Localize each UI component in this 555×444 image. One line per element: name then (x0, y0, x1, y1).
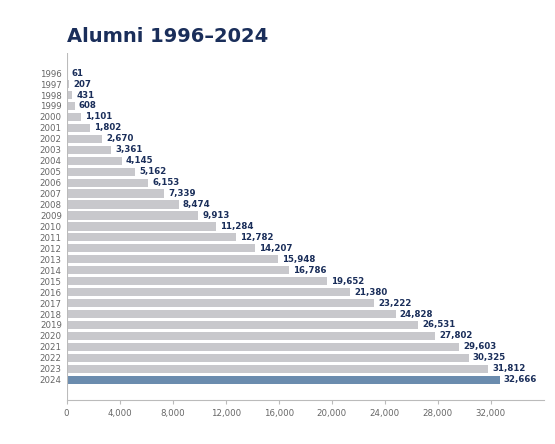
Bar (67, 255, 278, 263)
Text: 16,786: 16,786 (293, 266, 327, 275)
Text: 19,652: 19,652 (331, 277, 365, 285)
Text: 30,325: 30,325 (473, 353, 506, 362)
Bar (67, 211, 198, 220)
Bar (67, 178, 148, 187)
Bar (67, 124, 90, 132)
Bar (67, 332, 435, 340)
Bar (67, 91, 72, 99)
Text: 6,153: 6,153 (152, 178, 179, 187)
Bar (67, 167, 135, 176)
Bar (67, 277, 327, 285)
Text: 11,284: 11,284 (220, 222, 254, 231)
Text: 23,222: 23,222 (379, 299, 412, 308)
Bar (67, 200, 179, 209)
Text: 8,474: 8,474 (183, 200, 211, 209)
Text: 32,666: 32,666 (504, 375, 537, 384)
Text: 3,361: 3,361 (115, 145, 143, 154)
Text: 1,101: 1,101 (85, 112, 113, 121)
Bar (67, 244, 255, 253)
Text: 4,145: 4,145 (125, 156, 153, 165)
Text: 21,380: 21,380 (354, 288, 387, 297)
Text: 26,531: 26,531 (422, 321, 456, 329)
Bar (67, 190, 164, 198)
Text: 207: 207 (73, 79, 92, 89)
Text: 7,339: 7,339 (168, 189, 195, 198)
Bar (67, 288, 350, 296)
Text: 9,913: 9,913 (202, 211, 229, 220)
Text: 608: 608 (79, 102, 97, 111)
Text: 5,162: 5,162 (139, 167, 166, 176)
Bar (67, 354, 468, 362)
Text: 27,802: 27,802 (439, 332, 472, 341)
Bar (67, 376, 500, 384)
Bar (67, 135, 102, 143)
Bar (67, 343, 459, 351)
Text: 31,812: 31,812 (492, 364, 526, 373)
Text: 14,207: 14,207 (259, 244, 292, 253)
Bar (67, 365, 488, 373)
Bar (67, 146, 111, 154)
Bar (67, 102, 75, 110)
Text: 61: 61 (72, 69, 83, 78)
Text: 1,802: 1,802 (94, 123, 122, 132)
Text: 29,603: 29,603 (463, 342, 496, 351)
Bar (67, 233, 236, 242)
Text: 24,828: 24,828 (400, 309, 433, 318)
Bar (67, 310, 396, 318)
Text: 15,948: 15,948 (282, 255, 315, 264)
Text: 12,782: 12,782 (240, 233, 274, 242)
Bar (67, 113, 81, 121)
Text: 2,670: 2,670 (106, 135, 133, 143)
Bar (67, 80, 69, 88)
Text: Alumni 1996–2024: Alumni 1996–2024 (67, 27, 268, 46)
Bar (67, 321, 418, 329)
Text: 431: 431 (76, 91, 94, 99)
Bar (67, 266, 289, 274)
Bar (67, 299, 375, 307)
Bar (67, 157, 122, 165)
Bar (67, 222, 216, 230)
